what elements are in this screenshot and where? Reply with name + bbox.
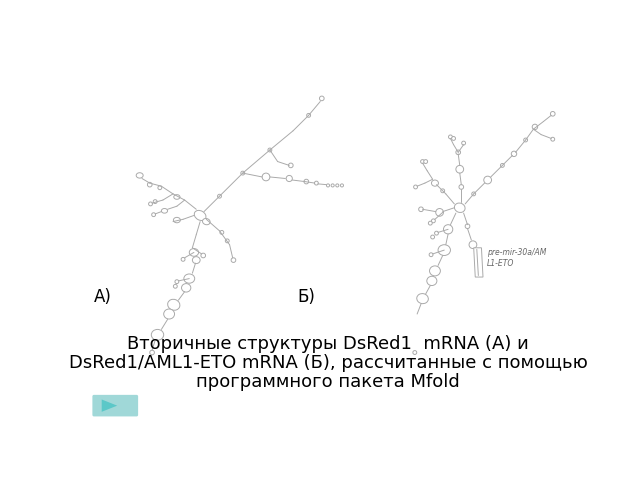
Ellipse shape [202,218,210,225]
Circle shape [220,230,224,234]
Circle shape [413,185,417,189]
Text: А): А) [94,288,112,306]
Circle shape [429,253,433,257]
Circle shape [147,182,152,187]
Circle shape [153,200,157,204]
Circle shape [472,192,476,196]
Circle shape [326,184,330,187]
Circle shape [428,221,432,225]
Circle shape [150,350,154,355]
Circle shape [444,225,452,234]
Circle shape [424,160,428,164]
Circle shape [484,176,492,184]
Circle shape [413,350,417,354]
Circle shape [420,160,424,164]
Ellipse shape [168,300,180,310]
Circle shape [336,184,339,187]
Ellipse shape [184,274,195,283]
Circle shape [500,164,504,168]
Circle shape [307,113,310,117]
Polygon shape [102,399,117,412]
Circle shape [456,166,463,173]
Circle shape [286,175,292,181]
Circle shape [431,219,435,223]
Circle shape [511,151,516,156]
Text: Б): Б) [297,288,315,306]
Circle shape [452,136,456,140]
Circle shape [262,173,270,181]
Circle shape [524,138,527,142]
Circle shape [449,135,452,139]
Circle shape [241,171,244,175]
Circle shape [148,202,152,206]
Circle shape [175,280,179,284]
Circle shape [551,137,555,141]
Circle shape [231,258,236,263]
Circle shape [550,111,555,116]
Circle shape [461,141,465,145]
Ellipse shape [454,203,465,213]
Ellipse shape [189,249,198,256]
Circle shape [436,208,444,216]
Text: DsRed1/AML1-ETO mRNA (Б), рассчитанные с помощью: DsRed1/AML1-ETO mRNA (Б), рассчитанные с… [68,354,588,372]
Circle shape [431,235,435,239]
Circle shape [181,257,185,261]
Text: программного пакета Mfold: программного пакета Mfold [196,373,460,391]
Circle shape [289,163,293,168]
Circle shape [314,181,318,185]
Circle shape [158,186,162,190]
Ellipse shape [151,329,164,340]
Ellipse shape [136,173,143,178]
Circle shape [331,184,334,187]
Circle shape [459,185,463,189]
Ellipse shape [193,257,200,264]
Circle shape [218,194,221,198]
Circle shape [152,213,156,216]
Ellipse shape [164,309,175,319]
Ellipse shape [182,284,191,292]
Circle shape [435,231,438,235]
Circle shape [319,96,324,101]
Circle shape [201,253,205,258]
Circle shape [268,148,272,152]
Ellipse shape [195,210,206,220]
Circle shape [441,189,445,193]
Circle shape [419,207,423,212]
Ellipse shape [431,180,438,186]
Ellipse shape [417,294,428,304]
Circle shape [465,224,470,228]
Circle shape [304,179,308,184]
Ellipse shape [438,245,451,255]
Circle shape [340,184,344,187]
Ellipse shape [174,195,180,199]
Circle shape [173,284,177,288]
Ellipse shape [427,276,437,286]
Ellipse shape [173,217,180,223]
Text: Вторичные структуры DsRed1  mRNA (А) и: Вторичные структуры DsRed1 mRNA (А) и [127,335,529,353]
FancyBboxPatch shape [92,395,138,417]
Circle shape [532,124,538,130]
Polygon shape [474,248,483,277]
Ellipse shape [429,266,440,276]
Ellipse shape [161,208,168,213]
Circle shape [456,150,461,155]
Circle shape [469,241,477,249]
Circle shape [225,239,229,243]
Text: pre-mir-30a/AM
L1-ETO: pre-mir-30a/AM L1-ETO [487,248,547,267]
